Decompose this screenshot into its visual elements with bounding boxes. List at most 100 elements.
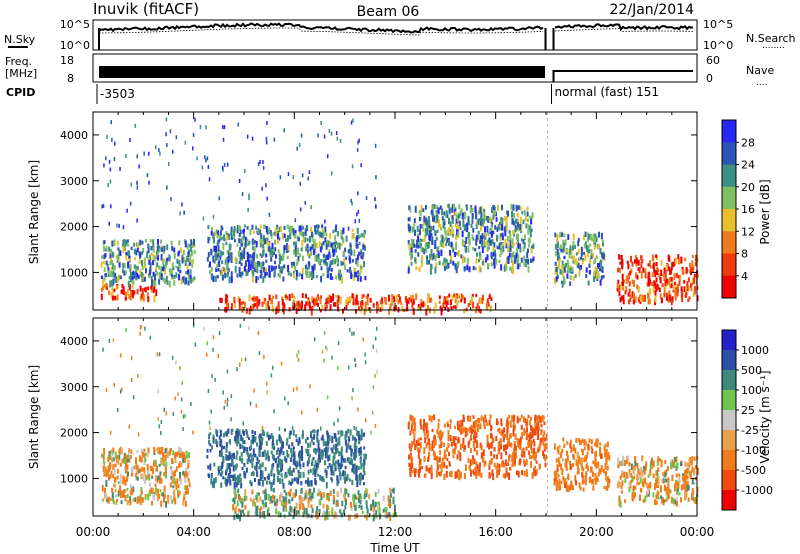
- range-gate-cell: [565, 248, 568, 253]
- range-gate-cell: [588, 438, 591, 444]
- range-gate-cell: [582, 479, 585, 484]
- range-gate-cell: [437, 250, 440, 255]
- range-gate-cell: [181, 256, 184, 264]
- range-gate-cell: [346, 444, 349, 450]
- range-gate-cell: [333, 302, 335, 307]
- range-gate-cell: [177, 251, 180, 257]
- range-gate-cell: [313, 448, 316, 453]
- range-gate-cell: [268, 480, 271, 485]
- range-gate-cell: [630, 473, 633, 478]
- range-gate-cell: [685, 286, 687, 292]
- range-gate-cell: [433, 414, 436, 421]
- range-gate-cell: [127, 454, 130, 459]
- range-gate-cell: [388, 308, 391, 315]
- range-gate-cell: [208, 270, 211, 275]
- range-gate-cell: [251, 462, 254, 469]
- power-colorbar-tick-label: 16: [741, 203, 755, 216]
- range-gate-cell: [295, 460, 298, 465]
- range-gate-cell: [468, 465, 471, 470]
- range-gate-cell: [293, 233, 296, 238]
- range-gate-cell: [325, 243, 328, 250]
- range-gate-cell: [451, 217, 454, 224]
- range-gate-cell: [331, 276, 334, 280]
- range-gate-cell: [476, 450, 479, 456]
- range-gate-cell: [174, 497, 177, 505]
- range-gate-cell: [152, 253, 155, 261]
- range-gate-cell: [240, 458, 243, 462]
- range-gate-cell: [637, 469, 640, 475]
- range-gate-cell: [557, 274, 559, 279]
- range-gate-cell: [531, 472, 534, 479]
- range-gate-cell: [561, 448, 564, 453]
- range-gate-cell: [545, 442, 548, 450]
- range-gate-cell: [581, 438, 584, 444]
- range-gate-cell: [306, 267, 309, 271]
- range-gate-cell: [277, 447, 280, 452]
- range-gate-cell: [585, 273, 588, 278]
- range-gate-cell: [510, 257, 513, 263]
- range-gate-cell: [225, 479, 228, 486]
- range-gate-cell: [620, 486, 623, 490]
- range-gate-cell: [353, 465, 356, 471]
- range-gate-cell: [189, 274, 192, 280]
- range-gate-cell: [264, 467, 267, 472]
- range-gate-cell: [105, 496, 108, 501]
- range-gate-cell: [483, 463, 486, 468]
- range-gate-cell: [526, 211, 529, 217]
- range-gate-cell: [311, 269, 314, 276]
- range-gate-cell: [359, 500, 362, 505]
- range-gate-cell: [241, 301, 243, 306]
- range-gate-cell: [414, 257, 417, 263]
- range-gate-cell: [477, 230, 480, 235]
- range-gate-cell: [235, 455, 238, 460]
- range-gate-cell: [520, 257, 523, 263]
- range-gate-cell: [459, 425, 462, 432]
- range-gate-cell: [676, 462, 679, 469]
- range-gate-cell: [210, 409, 212, 414]
- range-gate-cell: [421, 224, 424, 229]
- range-gate-cell: [111, 287, 114, 291]
- range-gate-cell: [211, 374, 213, 379]
- range-gate-cell: [416, 225, 419, 233]
- range-gate-cell: [137, 432, 140, 437]
- range-gate-cell: [588, 248, 591, 254]
- range-gate-cell: [249, 459, 252, 464]
- range-gate-cell: [269, 499, 272, 505]
- range-gate-cell: [545, 433, 548, 441]
- range-gate-cell: [101, 255, 103, 259]
- range-gate-cell: [483, 416, 486, 422]
- range-gate-cell: [570, 255, 573, 260]
- range-gate-cell: [446, 262, 449, 268]
- range-gate-cell: [463, 266, 466, 272]
- range-gate-cell: [229, 256, 232, 261]
- range-gate-cell: [451, 215, 454, 221]
- range-gate-cell: [232, 474, 235, 482]
- range-gate-cell: [483, 239, 485, 246]
- range-gate-cell: [491, 239, 494, 244]
- range-gate-cell: [443, 211, 446, 216]
- range-gate-cell: [498, 427, 501, 434]
- range-gate-cell: [256, 511, 259, 517]
- range-gate-cell: [143, 452, 146, 458]
- range-gate-cell: [158, 276, 161, 280]
- range-gate-cell: [142, 475, 145, 481]
- range-gate-cell: [387, 503, 390, 507]
- range-gate-cell: [276, 498, 279, 503]
- range-gate-cell: [439, 305, 442, 310]
- range-gate-cell: [635, 262, 638, 267]
- range-gate-cell: [596, 477, 599, 482]
- range-gate-cell: [562, 272, 565, 278]
- range-gate-cell: [133, 264, 136, 269]
- range-gate-cell: [567, 266, 570, 272]
- range-gate-cell: [588, 233, 590, 240]
- range-gate-cell: [278, 227, 281, 233]
- range-gate-cell: [316, 492, 319, 497]
- range-gate-cell: [505, 468, 508, 475]
- range-gate-cell: [254, 478, 256, 483]
- range-gate-cell: [170, 240, 173, 245]
- range-gate-cell: [455, 234, 457, 241]
- range-gate-cell: [168, 280, 171, 288]
- range-gate-cell: [212, 347, 214, 352]
- range-gate-cell: [462, 219, 465, 223]
- range-gate-cell: [220, 472, 223, 477]
